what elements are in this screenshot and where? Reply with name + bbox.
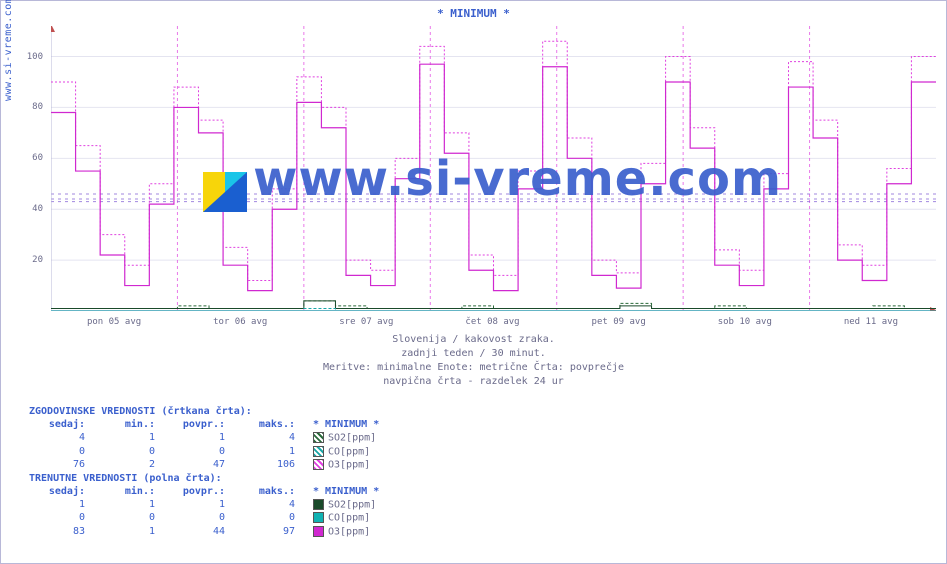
table-cell: 0 bbox=[161, 446, 229, 458]
y-axis-ticks: 20 40 60 80 100 bbox=[1, 26, 47, 311]
table-cell: 1 bbox=[31, 499, 89, 511]
col-header: sedaj: bbox=[31, 419, 89, 430]
x-tick-label: tor 06 avg bbox=[213, 317, 267, 327]
series-label: CO[ppm] bbox=[301, 446, 407, 458]
chart-subtitle: Slovenija / kakovost zraka.zadnji teden … bbox=[1, 333, 946, 389]
col-header: * MINIMUM * bbox=[301, 419, 407, 430]
color-swatch bbox=[313, 459, 324, 470]
col-header: sedaj: bbox=[31, 486, 89, 497]
table-cell: 1 bbox=[231, 446, 299, 458]
legend-table: sedaj:min.:povpr.:maks.:* MINIMUM *4114S… bbox=[29, 417, 409, 473]
plot-area bbox=[51, 26, 934, 311]
table-cell: 0 bbox=[91, 512, 159, 524]
subtitle-line: navpična črta - razdelek 24 ur bbox=[1, 375, 946, 389]
color-swatch bbox=[313, 446, 324, 457]
chart-frame: * MINIMUM * www.si-vreme.com 20406080100… bbox=[0, 0, 947, 564]
col-header: min.: bbox=[91, 486, 159, 497]
table-cell: 0 bbox=[161, 512, 229, 524]
table-cell: 0 bbox=[31, 512, 89, 524]
series-label: SO2[ppm] bbox=[301, 499, 407, 511]
legend-tables: ZGODOVINSKE VREDNOSTI (črtkana črta):sed… bbox=[29, 406, 409, 539]
table-cell: 1 bbox=[91, 432, 159, 444]
col-header: maks.: bbox=[231, 486, 299, 497]
legend-table: sedaj:min.:povpr.:maks.:* MINIMUM *1114S… bbox=[29, 484, 409, 540]
col-header: * MINIMUM * bbox=[301, 486, 407, 497]
table-cell: 106 bbox=[231, 459, 299, 471]
table-cell: 83 bbox=[31, 526, 89, 538]
y-tick-label: 80 bbox=[32, 102, 43, 112]
table-cell: 4 bbox=[231, 432, 299, 444]
table-cell: 2 bbox=[91, 459, 159, 471]
color-swatch bbox=[313, 512, 324, 523]
x-tick-label: pon 05 avg bbox=[87, 317, 141, 327]
table-cell: 4 bbox=[31, 432, 89, 444]
table-row: 4114SO2[ppm] bbox=[31, 432, 407, 444]
table-cell: 97 bbox=[231, 526, 299, 538]
table-header: ZGODOVINSKE VREDNOSTI (črtkana črta): bbox=[29, 406, 409, 417]
table-row: 76247106O3[ppm] bbox=[31, 459, 407, 471]
table-row: 0001CO[ppm] bbox=[31, 446, 407, 458]
table-cell: 0 bbox=[31, 446, 89, 458]
x-axis-labels: pon 05 avg tor 06 avg sre 07 avg čet 08 avg… bbox=[51, 317, 934, 331]
x-tick-label: čet 08 avg bbox=[465, 317, 519, 327]
x-tick-label: sob 10 avg bbox=[718, 317, 772, 327]
subtitle-line: Slovenija / kakovost zraka. bbox=[1, 333, 946, 347]
table-cell: 47 bbox=[161, 459, 229, 471]
y-tick-label: 60 bbox=[32, 153, 43, 163]
x-tick-label: sre 07 avg bbox=[339, 317, 393, 327]
table-header: TRENUTNE VREDNOSTI (polna črta): bbox=[29, 473, 409, 484]
table-cell: 76 bbox=[31, 459, 89, 471]
x-tick-label: pet 09 avg bbox=[592, 317, 646, 327]
table-row: 1114SO2[ppm] bbox=[31, 499, 407, 511]
series-label: CO[ppm] bbox=[301, 512, 407, 524]
col-header: maks.: bbox=[231, 419, 299, 430]
table-cell: 0 bbox=[231, 512, 299, 524]
y-tick-label: 20 bbox=[32, 255, 43, 265]
y-tick-label: 100 bbox=[27, 52, 43, 62]
table-cell: 1 bbox=[91, 499, 159, 511]
x-tick-label: ned 11 avg bbox=[844, 317, 898, 327]
col-header: povpr.: bbox=[161, 419, 229, 430]
table-cell: 1 bbox=[161, 432, 229, 444]
y-tick-label: 40 bbox=[32, 204, 43, 214]
table-cell: 1 bbox=[91, 526, 159, 538]
subtitle-line: zadnji teden / 30 minut. bbox=[1, 347, 946, 361]
table-row: 8314497O3[ppm] bbox=[31, 526, 407, 538]
table-row: 0000CO[ppm] bbox=[31, 512, 407, 524]
subtitle-line: Meritve: minimalne Enote: metrične Črta:… bbox=[1, 361, 946, 375]
color-swatch bbox=[313, 432, 324, 443]
color-swatch bbox=[313, 499, 324, 510]
table-cell: 44 bbox=[161, 526, 229, 538]
table-cell: 0 bbox=[91, 446, 159, 458]
series-label: O3[ppm] bbox=[301, 459, 407, 471]
table-cell: 1 bbox=[161, 499, 229, 511]
col-header: povpr.: bbox=[161, 486, 229, 497]
col-header: min.: bbox=[91, 419, 159, 430]
series-label: SO2[ppm] bbox=[301, 432, 407, 444]
table-cell: 4 bbox=[231, 499, 299, 511]
line-chart-svg bbox=[51, 26, 936, 311]
color-swatch bbox=[313, 526, 324, 537]
chart-title: * MINIMUM * bbox=[1, 7, 946, 20]
series-label: O3[ppm] bbox=[301, 526, 407, 538]
